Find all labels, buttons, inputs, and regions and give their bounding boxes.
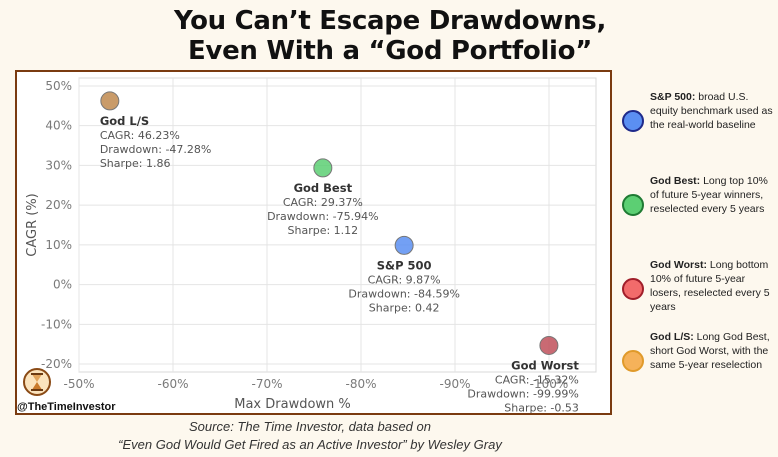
y-tick-label: -10% [41,317,72,331]
point-name-label: God L/S [100,114,149,128]
y-tick-label: 50% [45,79,72,93]
legend-description: Long top 10% of future 5-year winners, r… [650,175,768,215]
data-point [313,158,333,178]
legend-marker [622,110,644,132]
x-tick-label: -100% [530,377,569,391]
y-tick-label: 40% [45,119,72,133]
x-tick-label: -70% [251,377,282,391]
legend-series-name: God Best: [650,175,701,187]
legend-text: God L/S: Long God Best, short God Worst,… [650,330,776,372]
chart-frame: -20% -10% 0% 10% 20% 30% 40% 50% -50% -60% -70% -80… [15,70,612,415]
legend-series-name: God L/S: [650,331,694,343]
legend-series-name: S&P 500: [650,91,696,103]
point-stat-label: CAGR: 9.87% [368,273,441,286]
y-tick-label: 20% [45,198,72,212]
point-stat-label: Sharpe: 1.12 [288,224,359,237]
x-axis-label: Max Drawdown % [234,397,351,412]
x-tick-label: -50% [63,377,94,391]
y-tick-label: 0% [53,278,72,292]
x-tick-label: -80% [345,377,376,391]
x-tick-label: -60% [157,377,188,391]
point-stat-label: Drawdown: -99.99% [467,387,579,400]
data-point [539,335,559,355]
legend-marker [622,278,644,300]
source-note: Source: The Time Investor, data based on… [40,418,580,454]
y-tick-label: 30% [45,158,72,172]
legend-series-name: God Worst: [650,259,707,271]
legend-description: broad U.S. equity benchmark used as the … [650,91,773,131]
point-stat-label: CAGR: 29.37% [283,196,363,209]
y-axis-label: CAGR (%) [25,193,40,256]
legend-marker [622,350,644,372]
point-stat-label: Sharpe: 0.42 [369,301,440,314]
legend-text: God Best: Long top 10% of future 5-year … [650,174,776,216]
point-stat-label: Sharpe: -0.53 [504,401,579,413]
page-title: You Can’t Escape Drawdowns, Even With a … [100,6,680,66]
point-name-label: S&P 500 [377,258,432,272]
point-name-label: God Worst [511,358,579,372]
point-name-label: God Best [294,181,353,195]
data-point [100,91,120,111]
x-tick-label: -90% [439,377,470,391]
point-stat-label: CAGR: -15.32% [495,373,579,386]
source-line-2: “Even God Would Get Fired as an Active I… [118,437,502,452]
plot-area [78,77,597,373]
source-line-1: Source: The Time Investor, data based on [189,419,431,434]
point-stat-label: Drawdown: -47.28% [100,143,212,156]
title-line-1: You Can’t Escape Drawdowns, [173,6,607,36]
point-stat-label: Drawdown: -75.94% [267,210,379,223]
data-point [394,235,414,255]
author-handle: @TheTimeInvestor [17,401,116,413]
hourglass-icon [31,373,43,391]
point-stat-label: Drawdown: -84.59% [348,287,460,300]
hourglass-logo [23,368,51,396]
scatter-chart: -20% -10% 0% 10% 20% 30% 40% 50% -50% -60% -70% -80… [25,77,597,413]
legend-description: Long bottom 10% of future 5-year losers,… [650,259,770,313]
y-tick-label: -20% [41,357,72,371]
legend-description: Long God Best, short God Worst, with the… [650,331,770,371]
legend-marker [622,194,644,216]
point-stat-label: CAGR: 46.23% [100,129,180,142]
y-tick-label: 10% [45,238,72,252]
title-line-2: Even With a “God Portfolio” [187,36,593,66]
legend-text: God Worst: Long bottom 10% of future 5-y… [650,258,776,314]
point-stat-label: Sharpe: 1.86 [100,157,171,170]
legend-text: S&P 500: broad U.S. equity benchmark use… [650,90,776,132]
